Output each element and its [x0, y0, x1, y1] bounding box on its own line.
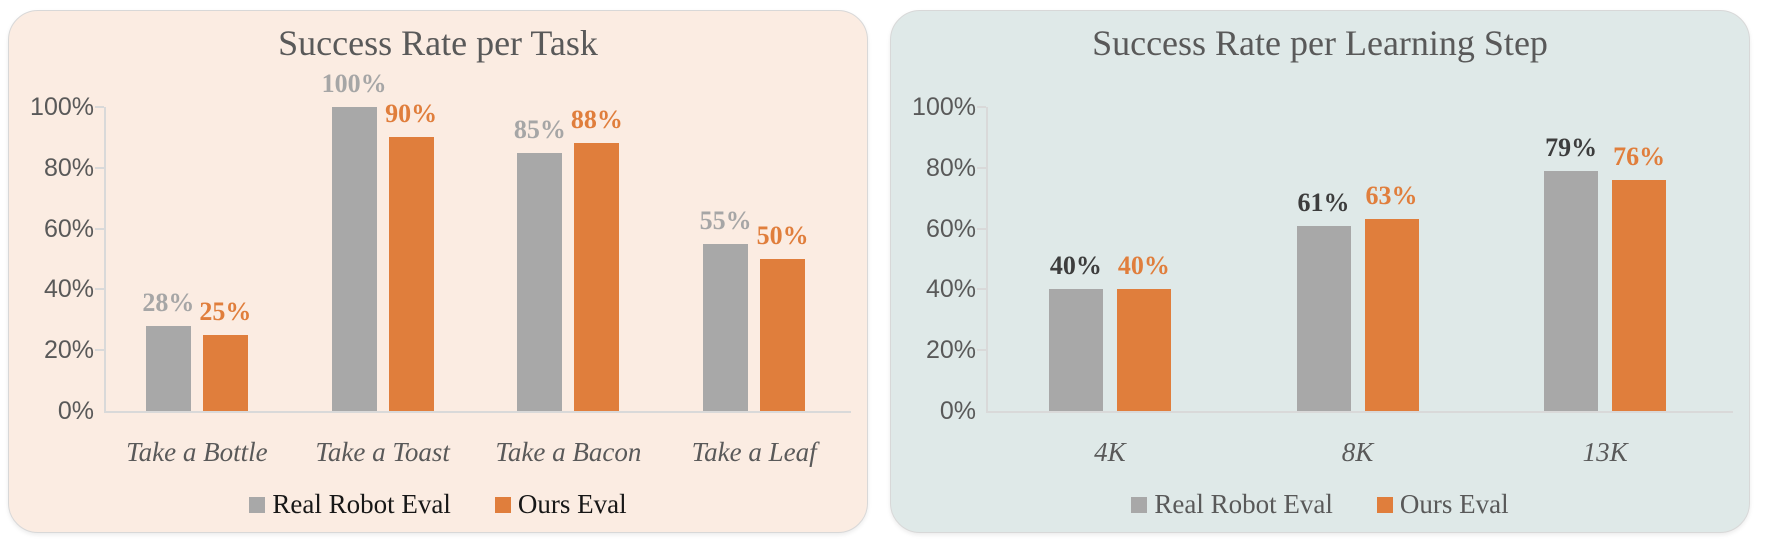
category-label: Take a Leaf [691, 437, 817, 467]
axis-tick [977, 106, 986, 108]
category-label: 13K [1582, 437, 1628, 467]
axis-tick [977, 227, 986, 230]
x-axis-line [986, 411, 1733, 413]
legend-swatch [1376, 497, 1393, 513]
plot-area: 0% 20% 40% 60% 80% 100% 4K 40% 40% 8K 61% 63% 13K 79%… [891, 11, 1749, 532]
y-tick-label: 80% [925, 153, 976, 182]
bar [517, 152, 563, 411]
bar [1612, 179, 1667, 411]
bar-value-label: 79% [1545, 132, 1598, 162]
legend-swatch [494, 497, 511, 513]
bar [1048, 289, 1103, 411]
axis-tick [95, 349, 104, 352]
bar [760, 259, 806, 411]
bar-value-label: 55% [699, 205, 752, 235]
chart-panel-success-rate-per-task: Success Rate per Task 0% 20% 40% 60% 80% 100%… [8, 10, 868, 533]
legend-swatch [1131, 497, 1148, 513]
x-axis-line [104, 411, 851, 413]
y-axis-line [986, 107, 988, 411]
bar-value-label: 76% [1613, 141, 1666, 171]
y-tick-label: 40% [43, 275, 94, 304]
category-label: 4K [1094, 437, 1126, 467]
y-tick-label: 80% [43, 153, 94, 182]
category-label: Take a Bottle [126, 437, 268, 467]
bar-value-label: 50% [756, 221, 809, 250]
legend-item: Real Robot Eval [249, 488, 451, 520]
y-axis-line [104, 107, 106, 411]
chart-title: Success Rate per Task [278, 23, 598, 63]
bar [331, 107, 377, 411]
category-label: Take a Toast [315, 437, 450, 467]
axis-tick [95, 106, 104, 108]
bar [388, 137, 434, 411]
chart-title: Success Rate per Learning Step [1092, 23, 1548, 63]
legend: Real Robot Eval Ours Eval [9, 488, 867, 520]
axis-tick [977, 349, 986, 352]
y-tick-label: 0% [57, 397, 94, 425]
bar-value-label: 40% [1049, 251, 1102, 281]
y-tick-label: 20% [925, 336, 976, 365]
bar [1544, 170, 1599, 411]
legend: Real Robot Eval Ours Eval [891, 488, 1749, 520]
legend-label: Real Robot Eval [1154, 489, 1333, 519]
bar-value-label: 61% [1297, 187, 1350, 217]
bar [1296, 225, 1351, 411]
bar-value-label: 25% [199, 297, 252, 326]
y-tick-label: 100% [912, 93, 976, 121]
legend-label: Ours Eval [1399, 489, 1509, 519]
axis-tick [95, 166, 104, 169]
chart-panel-success-rate-per-learning-step: Success Rate per Learning Step 0% 20% 40% 6… [890, 10, 1750, 533]
legend-label: Ours Eval [517, 489, 627, 519]
plot-area: 0% 20% 40% 60% 80% 100% Take a Bottle 28% 25% Tak… [9, 11, 867, 532]
y-tick-label: 0% [939, 397, 976, 425]
category-label: 8K [1341, 437, 1374, 467]
axis-tick [95, 288, 104, 291]
legend-swatch [249, 497, 266, 513]
legend-item: Ours Eval [1376, 488, 1509, 520]
bar-value-label: 85% [513, 114, 566, 144]
bar [703, 243, 749, 411]
category-label: Take a Bacon [495, 437, 642, 467]
legend-item: Ours Eval [494, 488, 627, 520]
y-tick-label: 20% [43, 336, 94, 365]
y-tick-label: 60% [925, 214, 976, 243]
y-tick-label: 100% [30, 93, 94, 121]
bar-value-label: 40% [1117, 251, 1170, 281]
bar-value-label: 28% [142, 287, 195, 317]
axis-tick [977, 166, 986, 169]
bar [202, 335, 248, 411]
bar-value-label: 90% [385, 99, 438, 129]
legend-label: Real Robot Eval [272, 489, 451, 519]
bar [574, 143, 620, 411]
bar-value-label: 63% [1365, 181, 1418, 211]
bar [1364, 219, 1419, 411]
legend-item: Real Robot Eval [1131, 488, 1333, 520]
bar [145, 325, 191, 411]
axis-tick [95, 227, 104, 230]
bar-value-label: 100% [321, 69, 387, 98]
axis-tick [977, 288, 986, 291]
bar [1116, 289, 1171, 411]
y-tick-label: 40% [925, 275, 976, 304]
bar-value-label: 88% [570, 105, 623, 135]
y-tick-label: 60% [43, 214, 94, 243]
